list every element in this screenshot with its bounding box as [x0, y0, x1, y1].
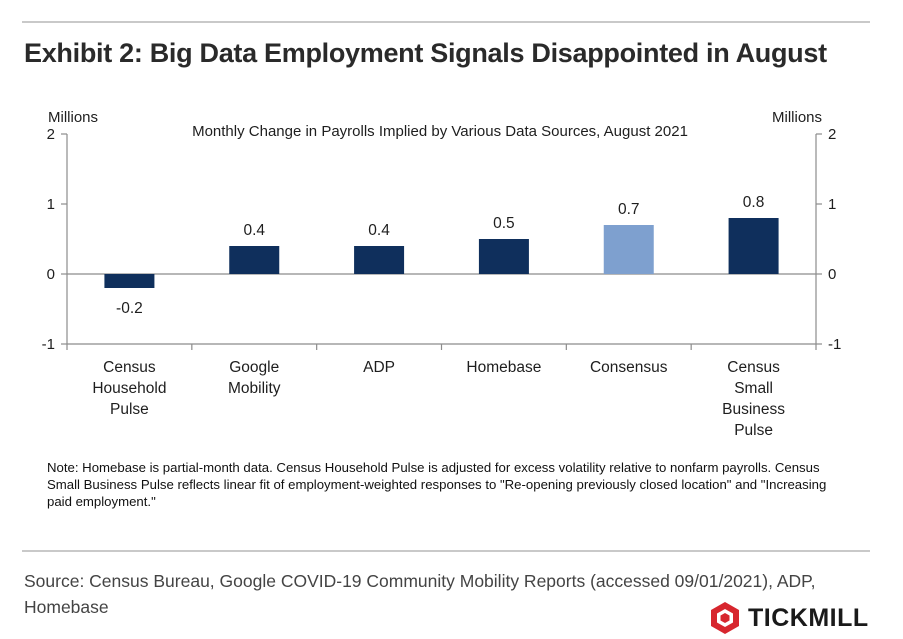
- exhibit-title: Exhibit 2: Big Data Employment Signals D…: [24, 38, 827, 68]
- y-tick-label-left: -1: [42, 336, 55, 353]
- chart-axes: [61, 133, 822, 350]
- brand-logo: TICKMILL: [708, 598, 869, 638]
- y-axis-label-left: Millions: [48, 109, 98, 126]
- value-label: -0.2: [116, 300, 143, 317]
- y-tick-label-left: 0: [47, 266, 55, 283]
- y-tick-label-left: 2: [47, 126, 55, 143]
- value-label: 0.7: [618, 201, 640, 218]
- y-tick-label-right: -1: [828, 336, 841, 353]
- category-label: Google: [229, 359, 279, 376]
- bar: [603, 225, 654, 274]
- value-label: 0.4: [368, 222, 390, 239]
- category-label: Census: [727, 359, 780, 376]
- y-tick-label-right: 1: [828, 196, 836, 213]
- category-labels: Census Household Pulse Google Mobility ADP Hom…: [92, 359, 785, 439]
- chart-title: Monthly Change in Payrolls Implied by Va…: [192, 123, 688, 140]
- value-label: 0.4: [243, 222, 265, 239]
- value-label: 0.5: [493, 215, 515, 232]
- bar: [229, 246, 280, 274]
- tick-labels: -1 -1 0 0 1 1 2 2: [42, 126, 842, 353]
- category-label: ADP: [363, 359, 395, 376]
- bar: [104, 274, 155, 288]
- brand-name: TICKMILL: [748, 603, 869, 632]
- chart-note: Note: Homebase is partial-month data. Ce…: [47, 460, 827, 509]
- bar: [728, 218, 779, 274]
- y-axis-label-right: Millions: [772, 109, 822, 126]
- bar-series: [104, 218, 779, 288]
- category-label: Consensus: [590, 359, 668, 376]
- bottom-rule: [22, 550, 870, 552]
- y-tick-label-right: 2: [828, 126, 836, 143]
- y-tick-label-left: 1: [47, 196, 55, 213]
- bar: [354, 246, 405, 274]
- category-label: Household: [92, 380, 166, 397]
- category-label: Pulse: [734, 422, 773, 439]
- value-labels: -0.2 0.4 0.4 0.5 0.7 0.8: [116, 194, 764, 317]
- value-label: 0.8: [743, 194, 765, 211]
- bar-chart: Monthly Change in Payrolls Implied by Va…: [42, 109, 842, 439]
- y-tick-label-right: 0: [828, 266, 836, 283]
- category-label: Business: [722, 401, 785, 418]
- category-label: Census: [103, 359, 156, 376]
- top-rule: [22, 21, 870, 23]
- category-label: Small: [734, 380, 773, 397]
- category-label: Mobility: [228, 380, 281, 397]
- category-label: Homebase: [466, 359, 541, 376]
- bar: [478, 239, 529, 274]
- source-text: Source: Census Bureau, Google COVID-19 C…: [24, 571, 816, 617]
- category-label: Pulse: [110, 401, 149, 418]
- tickmill-logo-icon: [711, 602, 739, 634]
